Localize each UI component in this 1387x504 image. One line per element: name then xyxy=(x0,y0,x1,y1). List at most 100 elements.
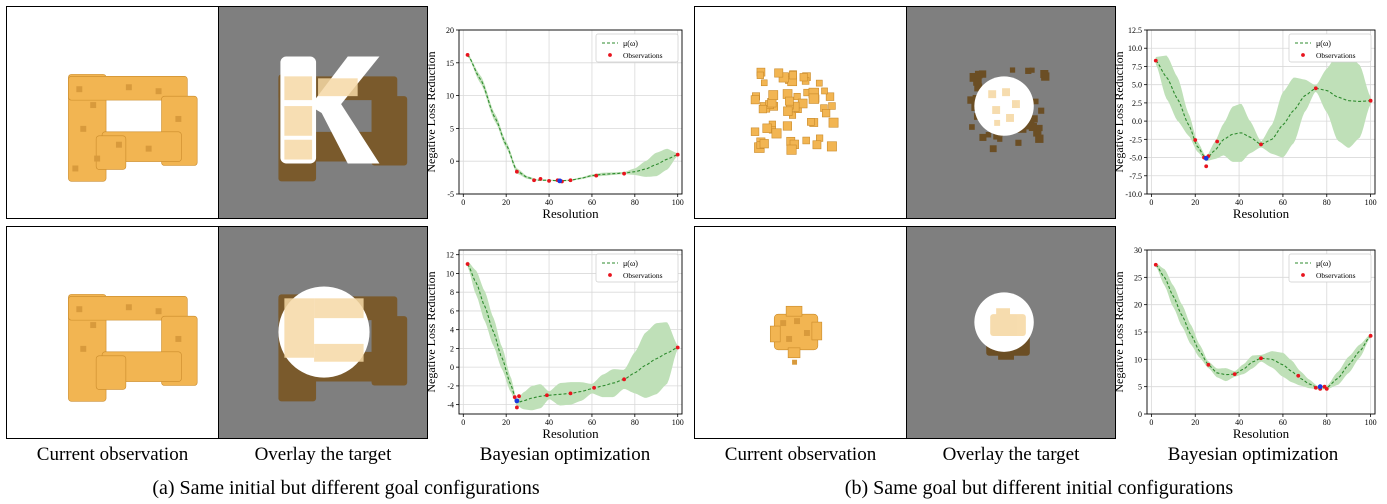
legend-observation-label: Observations xyxy=(1316,51,1356,60)
y-tick-label: -5.0 xyxy=(1129,154,1142,163)
particle-shadow xyxy=(985,132,992,138)
observation-point xyxy=(512,395,517,400)
particle-shadow xyxy=(974,70,983,79)
y-tick-label: 5.0 xyxy=(1132,81,1142,90)
y-tick-label: 25 xyxy=(1134,273,1142,282)
best-point xyxy=(1317,384,1323,390)
particle-shadow xyxy=(1038,107,1045,114)
x-axis-label: Resolution xyxy=(1233,206,1290,221)
observation-point xyxy=(622,377,627,382)
overlay-target-panel-b-top xyxy=(906,6,1116,219)
particle xyxy=(756,71,764,79)
particle xyxy=(750,95,760,105)
y-tick-label: 0.0 xyxy=(1132,117,1142,126)
y-tick-label: 0 xyxy=(450,157,454,166)
observation-point xyxy=(675,152,680,157)
observation-point xyxy=(1368,333,1373,338)
observation-point xyxy=(547,178,551,183)
particle xyxy=(797,98,808,109)
y-tick-label: 8 xyxy=(450,288,454,297)
particle xyxy=(759,139,769,149)
y-tick-label: -2 xyxy=(447,382,454,391)
particle-shadow xyxy=(1036,124,1043,132)
particle-shadow xyxy=(989,145,997,153)
bo-chart-3: 0 20 40 60 80 100 -4 -2 0 2 4 6 8 10 12 Resolution Negat… xyxy=(425,244,690,444)
bo-chart-1-svg: 0 20 40 60 80 100 -5 0 5 10 15 20 Resolution Negative… xyxy=(425,26,684,221)
particle xyxy=(808,93,819,104)
particle-shadow xyxy=(1032,98,1039,105)
particle xyxy=(815,79,823,87)
legend-observation-label: Observations xyxy=(623,271,663,280)
legend-observation-swatch xyxy=(1301,53,1305,57)
label-current-observation-a: Current observation xyxy=(36,444,189,465)
legend-mean-label: μ(ω) xyxy=(1316,259,1331,268)
uncertainty-band xyxy=(467,53,678,182)
observation-point xyxy=(514,169,519,174)
mean-line xyxy=(467,263,678,403)
current-observation-panel-a-bottom xyxy=(6,226,219,439)
particle-shadow xyxy=(1015,139,1022,146)
particle xyxy=(802,136,810,145)
x-tick-label: 0 xyxy=(1149,198,1153,207)
x-tick-label: 100 xyxy=(1365,198,1377,207)
label-current-observation-b: Current observation xyxy=(724,444,877,465)
uncertainty-band xyxy=(467,261,678,411)
particle-cluster-image xyxy=(769,305,823,365)
x-tick-label: 20 xyxy=(1191,418,1199,427)
particle xyxy=(750,127,760,136)
x-tick-label: 0 xyxy=(461,198,465,207)
observation-point xyxy=(1204,164,1209,169)
particle xyxy=(828,117,839,128)
legend-mean-label: μ(ω) xyxy=(623,39,638,48)
x-tick-label: 60 xyxy=(588,418,596,427)
particle xyxy=(828,102,836,110)
x-tick-label: 40 xyxy=(545,418,553,427)
observation-point xyxy=(1296,373,1301,378)
particle-shadow xyxy=(1025,67,1032,74)
x-tick-label: 20 xyxy=(502,198,510,207)
particle-shadow xyxy=(973,77,982,86)
x-tick-label: 100 xyxy=(1365,418,1377,427)
y-tick-label: 20 xyxy=(446,26,454,35)
x-tick-label: 80 xyxy=(631,198,639,207)
particle-shadow xyxy=(1035,134,1044,143)
bo-chart-2-svg: 0 20 40 60 80 100 -10.0 -7.5 -5.0 -2.5 0.0 2.5 5.0 7.… xyxy=(1113,26,1377,221)
particle xyxy=(762,123,772,133)
overlay-target-panel-a-top xyxy=(218,6,428,219)
particle-shadow xyxy=(1009,67,1016,73)
observation-point xyxy=(675,345,680,350)
legend-box xyxy=(1288,33,1372,63)
x-tick-label: 0 xyxy=(1149,418,1153,427)
legend-observation-swatch xyxy=(608,53,612,57)
y-tick-label: 4 xyxy=(450,326,454,335)
particle-shadow xyxy=(969,124,975,130)
particle xyxy=(788,71,797,80)
particle-shadow xyxy=(1029,67,1035,73)
y-tick-label: 12.5 xyxy=(1128,26,1142,35)
observation-point xyxy=(1206,362,1211,367)
y-tick-label: 12 xyxy=(446,251,454,260)
legend-box xyxy=(1288,253,1372,283)
y-axis-label: Negative Loss Reduction xyxy=(1113,271,1126,392)
particle-shadow xyxy=(978,70,987,78)
particle xyxy=(825,92,835,101)
observation-point xyxy=(622,171,627,176)
particle xyxy=(771,128,782,139)
particle xyxy=(760,79,768,87)
particle-shadow xyxy=(979,133,987,141)
observation-point xyxy=(538,177,543,181)
x-tick-label: 40 xyxy=(545,198,553,207)
observation-point xyxy=(1193,138,1198,142)
x-tick-label: 60 xyxy=(1279,418,1287,427)
axes-frame xyxy=(1146,29,1376,195)
particle xyxy=(786,144,797,155)
overlay-circle-image-b-top xyxy=(967,67,1050,153)
label-bayesian-optimization-b: Bayesian optimization xyxy=(1167,444,1339,465)
x-tick-label: 60 xyxy=(588,198,596,207)
current-observation-panel-b-bottom xyxy=(694,226,907,439)
observation-point xyxy=(1232,372,1237,376)
legend: μ(ω) Observations xyxy=(595,33,679,63)
bo-chart-3-svg: 0 20 40 60 80 100 -4 -2 0 2 4 6 8 10 12 Resolution Negat… xyxy=(425,249,684,441)
particle xyxy=(826,141,837,152)
bo-chart-4: 0 20 40 60 80 100 0 5 10 15 20 25 30 Resolution Negati… xyxy=(1113,244,1383,444)
